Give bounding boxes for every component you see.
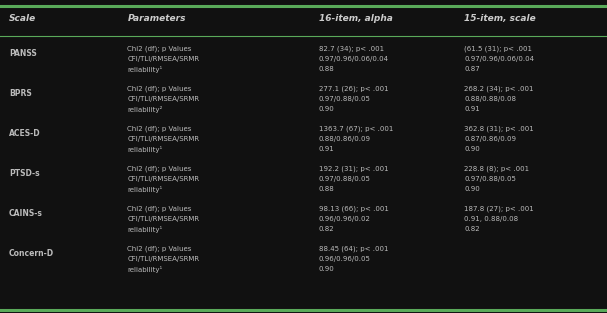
Text: 0.88: 0.88: [319, 66, 334, 72]
Text: 98.13 (66); p< .001: 98.13 (66); p< .001: [319, 206, 388, 212]
Text: 228.8 (8); p< .001: 228.8 (8); p< .001: [464, 166, 529, 172]
Text: 0.82: 0.82: [319, 226, 334, 232]
Text: reliability¹: reliability¹: [127, 146, 163, 153]
Text: 0.88: 0.88: [319, 186, 334, 192]
Text: 1363.7 (67); p< .001: 1363.7 (67); p< .001: [319, 126, 393, 132]
Text: BPRS: BPRS: [9, 89, 32, 98]
Text: 268.2 (34); p< .001: 268.2 (34); p< .001: [464, 85, 534, 92]
Text: 0.87: 0.87: [464, 66, 480, 72]
Text: reliability¹: reliability¹: [127, 186, 163, 193]
Text: 0.90: 0.90: [464, 186, 480, 192]
Text: Chi2 (df); p Values: Chi2 (df); p Values: [127, 85, 192, 92]
Text: 0.96/0.96/0.05: 0.96/0.96/0.05: [319, 256, 370, 262]
Text: 88.45 (64); p< .001: 88.45 (64); p< .001: [319, 246, 388, 252]
Text: 0.91, 0.88/0.08: 0.91, 0.88/0.08: [464, 216, 518, 222]
Text: 16-item, alpha: 16-item, alpha: [319, 14, 393, 23]
Text: reliability¹: reliability¹: [127, 66, 163, 73]
Text: 0.97/0.96/0.06/0.04: 0.97/0.96/0.06/0.04: [464, 56, 534, 62]
Text: reliability¹: reliability¹: [127, 226, 163, 233]
Text: reliability¹: reliability¹: [127, 266, 163, 273]
Text: 15-item, scale: 15-item, scale: [464, 14, 536, 23]
Text: 277.1 (26); p< .001: 277.1 (26); p< .001: [319, 85, 388, 92]
Text: 0.90: 0.90: [464, 146, 480, 152]
Text: 192.2 (31); p< .001: 192.2 (31); p< .001: [319, 166, 388, 172]
Text: 0.82: 0.82: [464, 226, 480, 232]
Text: CFI/TLI/RMSEA/SRMR: CFI/TLI/RMSEA/SRMR: [127, 96, 200, 102]
Text: ACES-D: ACES-D: [9, 129, 41, 138]
Text: reliability²: reliability²: [127, 106, 163, 113]
Text: Chi2 (df); p Values: Chi2 (df); p Values: [127, 246, 192, 252]
Text: 0.91: 0.91: [464, 106, 480, 112]
Text: 0.88/0.88/0.08: 0.88/0.88/0.08: [464, 96, 517, 102]
Text: (61.5 (31); p< .001: (61.5 (31); p< .001: [464, 45, 532, 52]
Text: CFI/TLI/RMSEA/SRMR: CFI/TLI/RMSEA/SRMR: [127, 56, 200, 62]
Text: CFI/TLI/RMSEA/SRMR: CFI/TLI/RMSEA/SRMR: [127, 216, 200, 222]
Text: 0.87/0.86/0.09: 0.87/0.86/0.09: [464, 136, 517, 142]
Text: CFI/TLI/RMSEA/SRMR: CFI/TLI/RMSEA/SRMR: [127, 256, 200, 262]
Text: 0.97/0.88/0.05: 0.97/0.88/0.05: [464, 176, 516, 182]
Text: Chi2 (df); p Values: Chi2 (df); p Values: [127, 166, 192, 172]
Text: 0.96/0.96/0.02: 0.96/0.96/0.02: [319, 216, 370, 222]
Text: CAINS-s: CAINS-s: [9, 209, 43, 218]
Text: Scale: Scale: [9, 14, 36, 23]
Text: Chi2 (df); p Values: Chi2 (df); p Values: [127, 126, 192, 132]
Text: CFI/TLI/RMSEA/SRMR: CFI/TLI/RMSEA/SRMR: [127, 136, 200, 142]
Text: PANSS: PANSS: [9, 49, 37, 58]
Text: CFI/TLI/RMSEA/SRMR: CFI/TLI/RMSEA/SRMR: [127, 176, 200, 182]
Text: Chi2 (df); p Values: Chi2 (df); p Values: [127, 206, 192, 212]
Text: 0.97/0.88/0.05: 0.97/0.88/0.05: [319, 176, 370, 182]
Text: 0.97/0.88/0.05: 0.97/0.88/0.05: [319, 96, 370, 102]
Text: 362.8 (31); p< .001: 362.8 (31); p< .001: [464, 126, 534, 132]
Text: 0.90: 0.90: [319, 266, 334, 272]
Text: Chi2 (df); p Values: Chi2 (df); p Values: [127, 45, 192, 52]
Text: 82.7 (34); p< .001: 82.7 (34); p< .001: [319, 45, 384, 52]
Text: 0.91: 0.91: [319, 146, 334, 152]
Text: 0.90: 0.90: [319, 106, 334, 112]
Text: 0.97/0.96/0.06/0.04: 0.97/0.96/0.06/0.04: [319, 56, 388, 62]
Text: PTSD-s: PTSD-s: [9, 169, 39, 178]
Text: Concern-D: Concern-D: [9, 249, 54, 259]
Text: Parameters: Parameters: [127, 14, 186, 23]
Text: 187.8 (27); p< .001: 187.8 (27); p< .001: [464, 206, 534, 212]
Text: 0.88/0.86/0.09: 0.88/0.86/0.09: [319, 136, 371, 142]
